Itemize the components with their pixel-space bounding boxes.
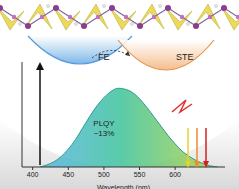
svg-text:FE: FE	[98, 52, 110, 62]
svg-text:STE: STE	[176, 52, 194, 62]
svg-text:500: 500	[98, 171, 110, 178]
svg-text:450: 450	[62, 171, 74, 178]
svg-text:550: 550	[134, 171, 146, 178]
svg-text:~13%: ~13%	[94, 129, 115, 138]
svg-text:PLQY: PLQY	[93, 119, 115, 128]
svg-text:Wavelength (nm): Wavelength (nm)	[97, 184, 150, 189]
svg-text:400: 400	[27, 171, 39, 178]
svg-text:600: 600	[169, 171, 181, 178]
